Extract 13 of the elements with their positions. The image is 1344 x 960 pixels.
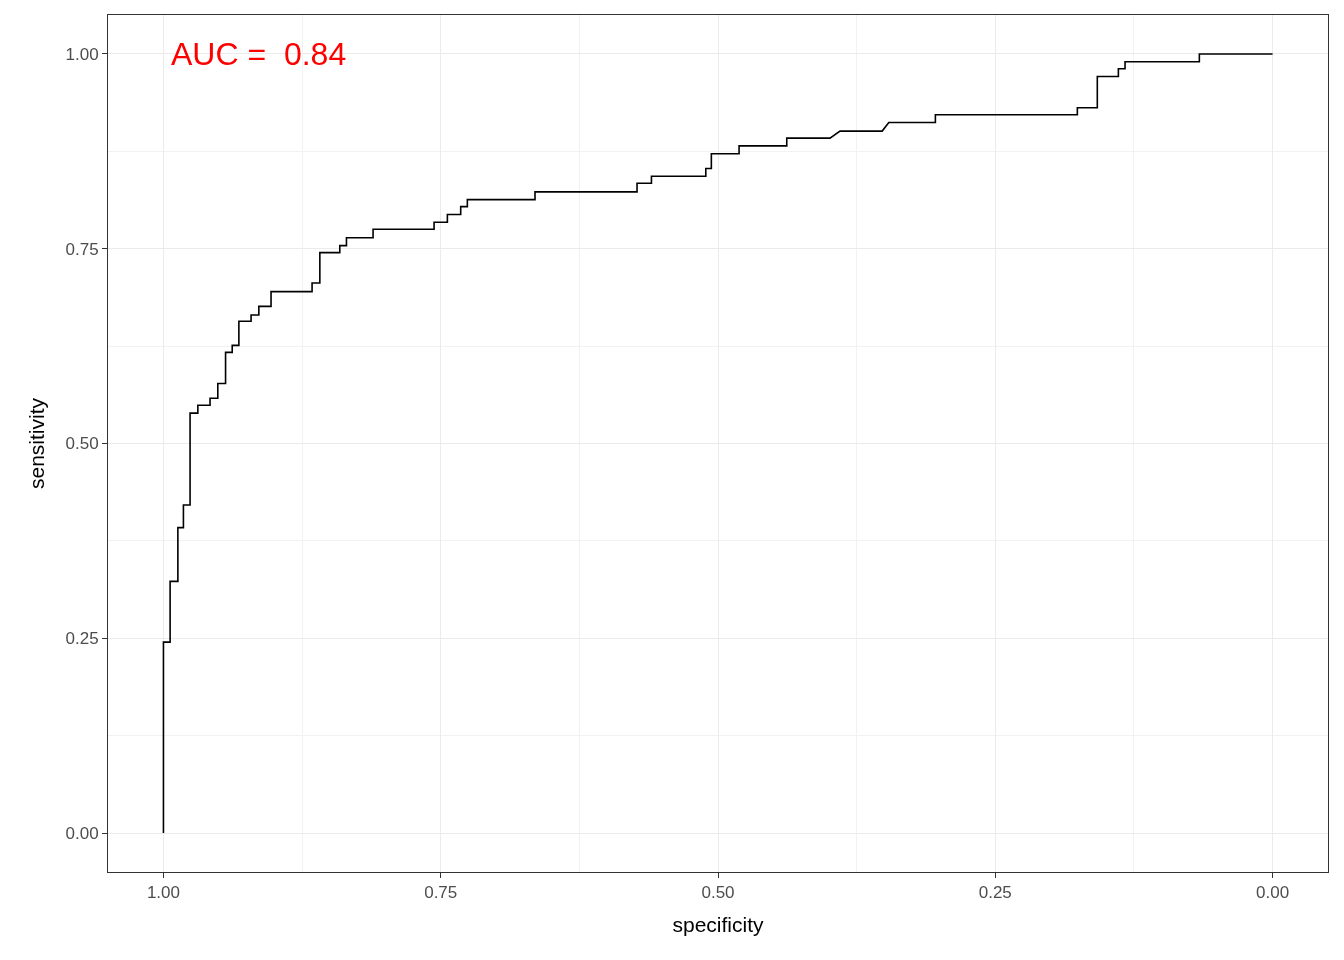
x-tick-label: 0.75: [424, 883, 458, 903]
x-tick-label: 0.50: [701, 883, 735, 903]
y-tick-label: 0.00: [65, 824, 99, 843]
annotation: AUC = 0.84: [171, 36, 347, 72]
y-tick-label: 0.75: [65, 239, 99, 259]
y-tick-label: 0.50: [65, 434, 99, 454]
x-tick-label: 1.00: [146, 883, 180, 903]
x-tick-label: 0.25: [978, 883, 1012, 903]
y-tick-label: 1.00: [65, 44, 99, 64]
x-tick-label: 0.00: [1256, 883, 1290, 903]
y-tick-label: 0.25: [65, 629, 99, 649]
x-axis-title: specificity: [672, 912, 765, 936]
y-axis-title: sensitivity: [24, 397, 48, 490]
